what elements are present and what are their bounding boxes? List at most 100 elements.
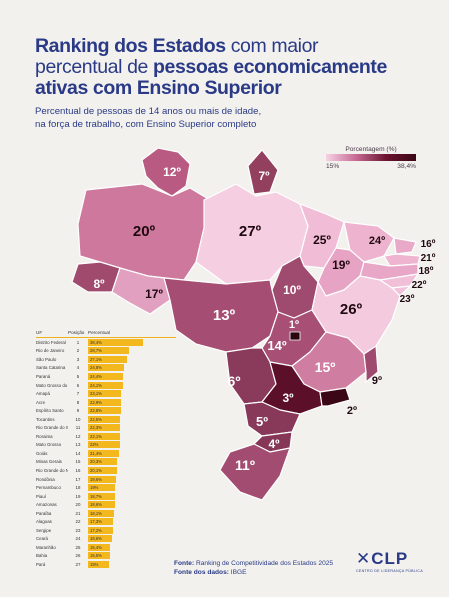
row-percent: 22,1%	[90, 433, 102, 439]
row-percent: 24,4%	[90, 373, 102, 379]
table-header: UF Posição Percentual	[36, 327, 176, 338]
row-position: 19	[75, 493, 81, 499]
label-ro: 17º	[145, 287, 163, 301]
table-row: Goiás 14 21,4%	[36, 449, 176, 458]
percent-bar	[88, 475, 117, 483]
percent-bar	[88, 407, 121, 415]
row-percent-cell: 18,1%	[88, 509, 176, 517]
table-row: Pernambuco 18 19%	[36, 483, 176, 492]
legend-min: 15%	[326, 163, 340, 170]
row-position: 23	[75, 527, 81, 533]
label-am: 20º	[133, 223, 156, 240]
percent-bar	[88, 372, 123, 380]
color-legend: Porcentagem (%) 15% 38,4%	[326, 146, 416, 170]
row-uf: Distrito Federal	[36, 339, 66, 345]
ranking-table: UF Posição Percentual Distrito Federal 1 3…	[36, 327, 176, 569]
row-percent: 19,6%	[90, 476, 102, 482]
row-percent-cell: 19,6%	[88, 475, 176, 483]
label-mg: 15º	[315, 359, 336, 375]
row-uf: Tocantins	[36, 416, 55, 422]
row-position: 20	[75, 502, 81, 508]
label-pr: 5º	[256, 414, 268, 429]
percent-bar	[88, 449, 119, 457]
row-position: 25	[75, 544, 81, 550]
percent-bar	[88, 415, 121, 423]
row-uf: São Paulo	[36, 356, 57, 362]
row-uf: Santa Catarina	[36, 365, 66, 371]
state-pr	[243, 401, 301, 437]
table-row: Amapá 7 23,1%	[36, 389, 176, 398]
label-sc: 4º	[268, 437, 280, 451]
row-uf: Mato Grosso	[36, 442, 62, 448]
row-uf: Rondônia	[36, 476, 55, 482]
source-label: Fonte:	[174, 560, 195, 567]
state-es	[363, 345, 379, 383]
label-rj: 2º	[347, 405, 357, 417]
title-part1: Ranking dos Estados	[35, 35, 226, 57]
row-position: 24	[75, 536, 81, 542]
percent-bar	[88, 390, 122, 398]
percent-bar	[88, 398, 121, 406]
table-row: Roraima 12 22,1%	[36, 432, 176, 441]
row-percent-cell: 22,1%	[88, 432, 176, 440]
row-position: 7	[76, 391, 80, 397]
row-percent-cell: 22,8%	[88, 407, 176, 415]
state-pb	[383, 253, 421, 267]
table-row: Maranhão 25 15,4%	[36, 543, 176, 552]
state-sp	[261, 361, 323, 415]
row-percent: 20,1%	[90, 467, 102, 473]
subtitle-line1: Percentual de pessoas de 14 anos ou mais…	[35, 106, 262, 117]
table-row: Mato Grosso 13 22%	[36, 441, 176, 450]
percent-bar	[88, 484, 116, 492]
title-part2: com maior	[225, 35, 319, 57]
table-row: Sergipe 23 17,2%	[36, 526, 176, 535]
subtitle-line2: na força de trabalho, com Ensino Superio…	[35, 118, 257, 130]
row-uf: Piauí	[36, 493, 47, 499]
table-row: Tocantins 10 22,5%	[36, 415, 176, 424]
row-percent: 22,8%	[90, 408, 102, 414]
row-uf: Alagoas	[36, 519, 52, 525]
row-percent: 17,3%	[90, 519, 102, 525]
row-percent-cell: 18,6%	[88, 501, 176, 509]
row-percent: 24,8%	[90, 365, 102, 371]
state-am	[77, 183, 211, 281]
row-position: 26	[75, 553, 81, 559]
row-uf: Pará	[36, 561, 46, 567]
row-percent-cell: 24,4%	[88, 372, 176, 380]
percent-bar	[88, 441, 120, 449]
row-percent-cell: 27,1%	[88, 355, 176, 363]
row-uf: Pernambuco	[36, 485, 61, 491]
row-position: 6	[76, 382, 80, 388]
row-percent: 22,9%	[90, 399, 102, 405]
percent-bar	[88, 458, 118, 466]
label-ma: 25º	[313, 233, 331, 247]
label-al: 22º	[412, 280, 427, 291]
row-percent: 18,1%	[90, 510, 102, 516]
row-uf: Sergipe	[36, 527, 52, 533]
row-percent-cell: 17,3%	[88, 518, 176, 526]
percent-bar	[88, 338, 143, 346]
label-rn: 16º	[421, 239, 436, 250]
title-part3: percentual de	[35, 56, 153, 78]
percent-bar	[88, 432, 120, 440]
table-row: Paraná 5 24,4%	[36, 372, 176, 381]
row-percent: 22,5%	[90, 416, 102, 422]
state-ro	[111, 267, 171, 315]
state-df	[289, 331, 301, 341]
label-ba: 26º	[340, 301, 363, 318]
source-notes: Fonte: Ranking de Competitividade dos Es…	[174, 559, 333, 577]
title-part5: ativas com Ensino Superior	[35, 77, 282, 99]
legend-gradient-bar	[326, 154, 416, 161]
row-position: 16	[75, 467, 81, 473]
page-title: Ranking dos Estados com maior percentual…	[35, 36, 435, 99]
title-part4: pessoas economicamente	[153, 56, 387, 78]
table-row: São Paulo 3 27,1%	[36, 355, 176, 364]
row-percent-cell: 20,1%	[88, 466, 176, 474]
row-position: 5	[76, 373, 80, 379]
percent-bar	[88, 543, 111, 551]
label-sp: 3º	[282, 391, 294, 405]
row-percent: 28,7%	[90, 348, 102, 354]
label-pa: 27º	[239, 223, 262, 240]
percent-bar	[88, 381, 123, 389]
